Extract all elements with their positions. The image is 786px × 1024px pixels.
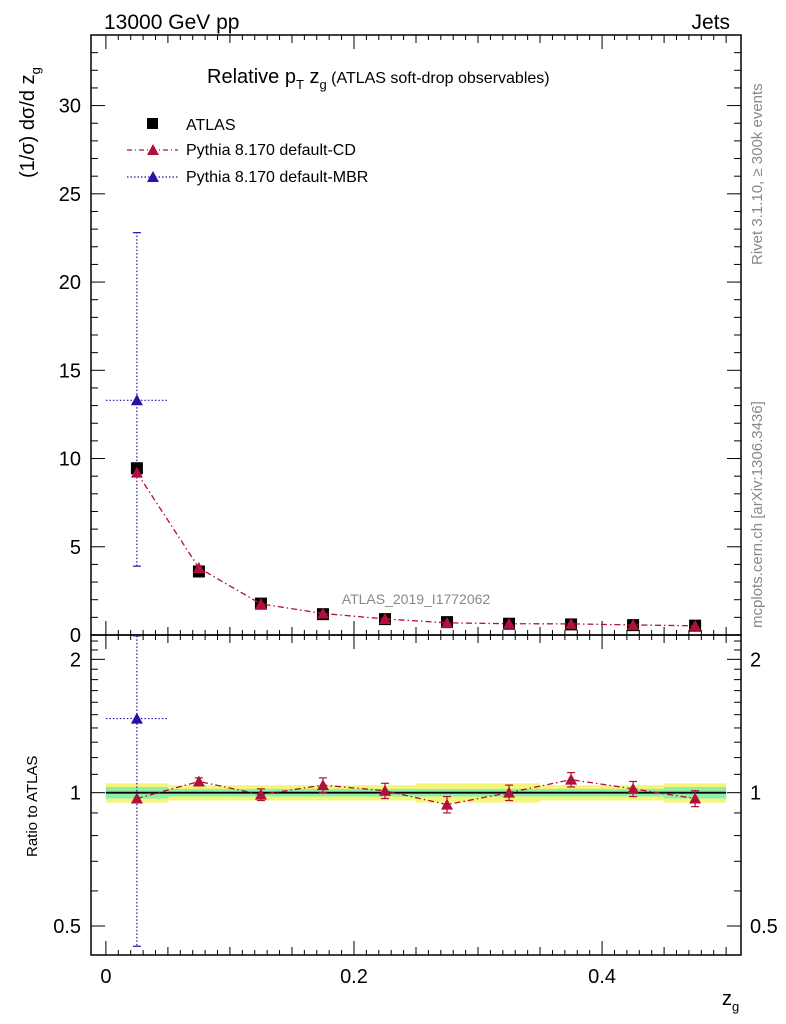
y-tick-label-main: 15 — [59, 360, 81, 382]
ratio-cd-point — [441, 798, 454, 810]
x-tick-label: 0 — [100, 966, 111, 988]
cd-point — [565, 617, 578, 629]
y-axis-label-main-text: (1/σ) dσ/d z — [17, 74, 39, 178]
legend-label-cd: Pythia 8.170 default-CD — [186, 142, 356, 159]
y-tick-label-ratio-right: 1 — [750, 783, 761, 805]
y-tick-label-ratio: 2 — [70, 649, 81, 671]
side-url-label: mcplots.cern.ch [arXiv:1306.3436] — [749, 401, 766, 628]
x-axis-label-sub: g — [732, 999, 739, 1014]
legend: ATLAS Pythia 8.170 default-CD Pythia 8.1… — [127, 117, 368, 186]
cd-point — [378, 612, 391, 624]
cd-point — [316, 607, 329, 619]
cd-point — [627, 618, 640, 630]
ratio-cd-point — [378, 784, 391, 796]
legend-label-atlas: ATLAS — [186, 117, 236, 134]
ratio-cd-point — [565, 773, 578, 785]
ratio-cd-point — [192, 775, 205, 787]
energy-label: 13000 GeV pp — [104, 11, 239, 34]
legend-label-mbr: Pythia 8.170 default-MBR — [186, 169, 368, 186]
title-sub-g: g — [319, 77, 326, 92]
y-axis-label-main-sub: g — [28, 67, 43, 74]
title-sub-t: T — [296, 77, 304, 92]
y-tick-label-ratio: 0.5 — [53, 916, 81, 938]
data-marks — [105, 232, 702, 947]
y-tick-label-ratio: 1 — [70, 783, 81, 805]
mbr-point — [130, 394, 143, 406]
ratio-cd-point — [254, 788, 267, 800]
ratio-cd-point — [130, 792, 143, 804]
y-tick-label-main: 0 — [70, 625, 81, 647]
x-axis-label-text: z — [722, 988, 732, 1010]
y-tick-label-main: 20 — [59, 272, 81, 294]
y-tick-label-main: 30 — [59, 96, 81, 118]
ratio-cd-line — [136, 779, 696, 806]
y-tick-label-ratio-right: 2 — [750, 649, 761, 671]
cd-point — [192, 561, 205, 573]
legend-marker-mbr — [147, 171, 159, 182]
y-tick-label-ratio-right: 0.5 — [750, 916, 778, 938]
title-z: z — [304, 66, 320, 88]
cd-point — [254, 597, 267, 609]
ratio-cd-point — [316, 779, 329, 791]
y-tick-label-main: 5 — [70, 537, 81, 559]
y-axis-label-ratio: Ratio to ATLAS — [24, 756, 41, 857]
ratio-cd-point — [689, 792, 702, 804]
chart-title: Relative pT zg (ATLAS soft-drop observab… — [207, 66, 550, 92]
cd-line — [136, 472, 696, 627]
ratio-mbr-point — [130, 712, 143, 724]
legend-marker-cd — [147, 144, 159, 155]
x-tick-label: 0.2 — [340, 966, 368, 988]
title-prefix: Relative p — [207, 66, 296, 88]
analysis-id-label: ATLAS_2019_I1772062 — [342, 591, 491, 607]
y-tick-label-main: 10 — [59, 449, 81, 471]
cd-point — [441, 616, 454, 628]
x-axis-label: zg — [722, 988, 739, 1014]
axis-ticks: 0 0.2 0.4 0 5 10 15 20 25 30 0.5 0.5 1 1 2 2 — [53, 34, 778, 988]
cd-point — [130, 466, 143, 478]
side-events-label: Rivet 3.1.10, ≥ 300k events — [749, 83, 766, 265]
legend-marker-atlas — [147, 118, 158, 129]
title-detail: (ATLAS soft-drop observables) — [327, 70, 550, 87]
cd-point — [689, 619, 702, 631]
ratio-cd-point — [627, 782, 640, 794]
y-tick-label-main: 25 — [59, 184, 81, 206]
y-axis-label-main: (1/σ) dσ/d zg — [17, 67, 43, 178]
x-tick-label: 0.4 — [588, 966, 616, 988]
category-label: Jets — [691, 11, 730, 34]
cd-point — [503, 617, 516, 629]
ratio-cd-point — [503, 786, 516, 798]
